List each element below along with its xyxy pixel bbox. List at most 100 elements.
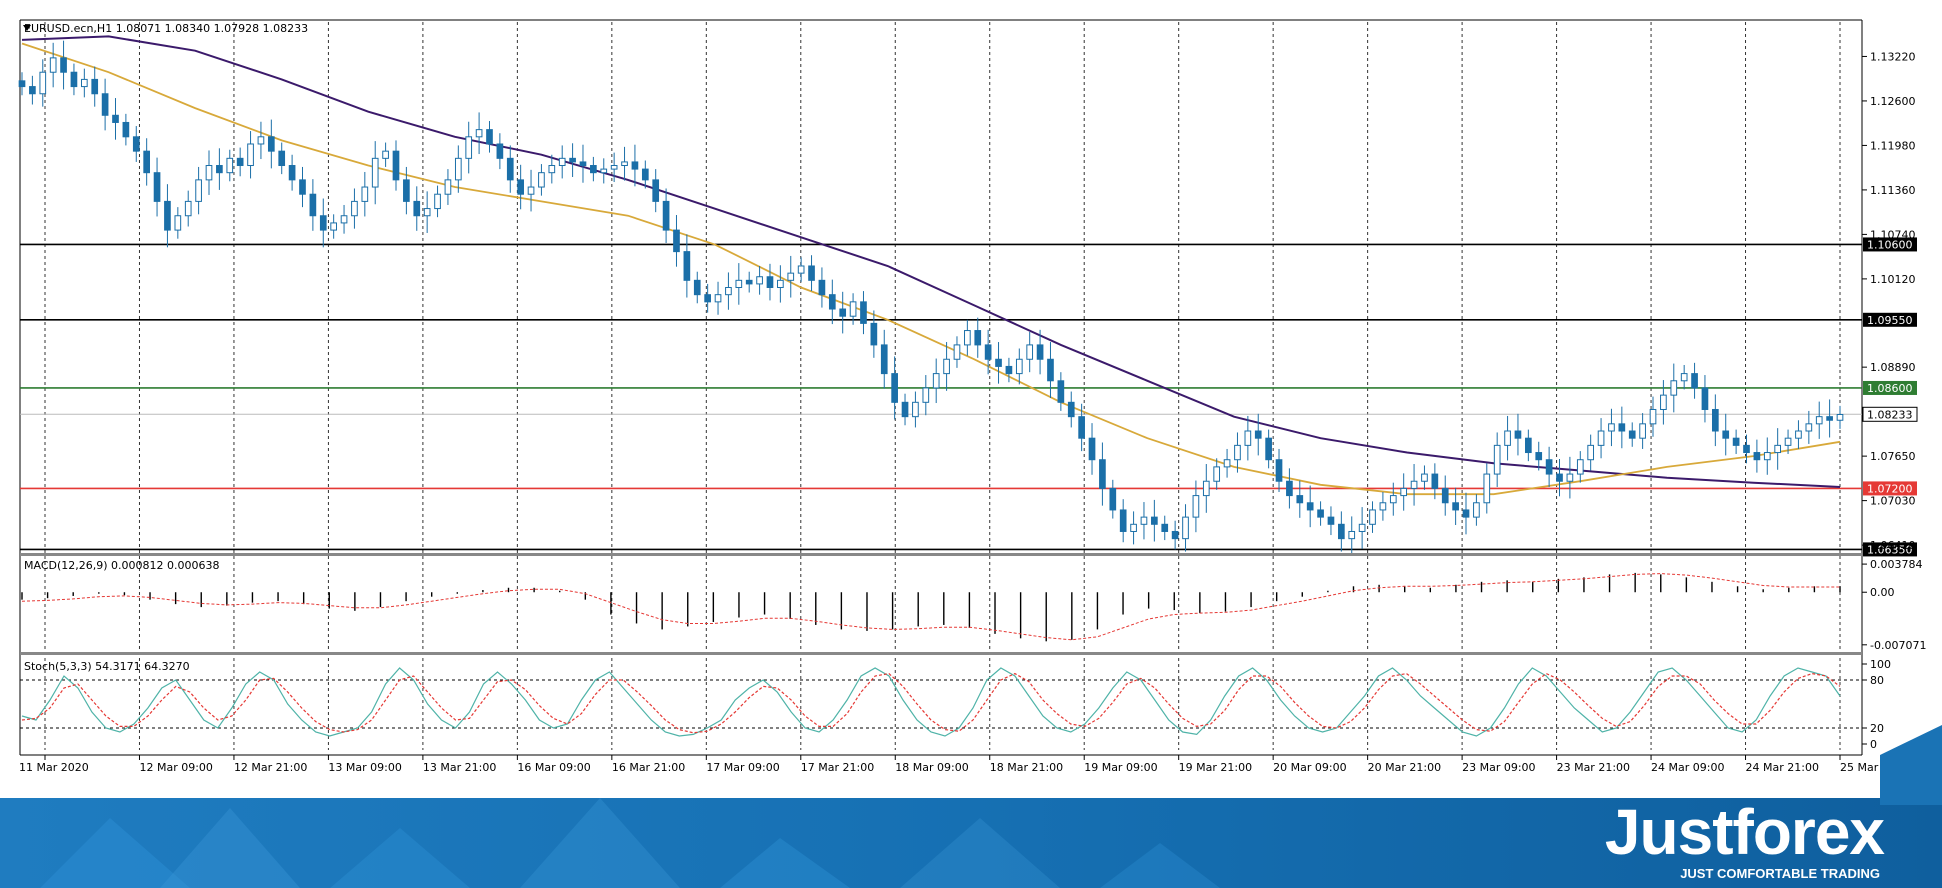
candle-up [1836,414,1844,421]
candle-up [330,222,337,231]
candle-down [517,179,524,195]
justforex-logo: Justforex [1604,796,1885,868]
candle-up [1182,516,1189,540]
x-tick-label: 20 Mar 21:00 [1368,761,1441,774]
collapse-triangle-icon[interactable] [23,25,31,31]
candle-up [1213,466,1221,482]
candle-down [1441,487,1449,504]
macd-y-tick-label: -0.007071 [1870,639,1926,652]
candle-up [600,168,608,174]
y-tick-label: 1.06410 [1870,539,1916,552]
candle-up [735,279,743,288]
candle-down [70,71,78,88]
price-pane[interactable]: 1.10600 1.09550 1.08600 1.07200 1.06350 1.082… [18,19,1918,756]
candle-up [382,150,389,159]
candle-down [766,276,774,288]
brand-banner [0,798,1942,888]
candle-down [860,301,867,324]
candle-down [1047,358,1054,382]
candle-down [267,136,275,152]
candle-down [1119,509,1127,532]
candle-down [1628,430,1636,439]
candle-up [1483,473,1491,504]
candle-down [1161,523,1169,532]
x-tick-label: 23 Mar 21:00 [1557,761,1630,774]
candle-down [91,78,99,95]
candle-down [1109,487,1117,511]
banner-background [0,798,1942,888]
candle-down [143,150,151,174]
candle-down [839,308,847,317]
candle-up [1639,423,1646,439]
brand-tagline: JUST COMFORTABLE TRADING [1680,866,1880,881]
pane-separator[interactable] [20,652,1862,655]
x-tick-label: 17 Mar 21:00 [801,761,874,774]
level-tag [1863,312,1917,327]
candle-down [579,161,587,167]
candle-down [1265,437,1272,461]
candle-down [1151,516,1158,525]
candle-down [1306,502,1314,511]
candle-down [984,344,992,360]
candle-down [1327,516,1335,525]
candle-up [714,294,722,303]
level-tag-label: 1.08600 [1867,382,1913,395]
candle-up [1358,523,1366,532]
candle-down [1732,437,1740,446]
candle-up [174,215,182,231]
candle-down [1275,459,1283,482]
candle-down [1545,459,1553,475]
candle-down [1254,430,1262,439]
candle-down [164,200,171,231]
y-tick-label: 1.11360 [1870,184,1916,197]
candle-up [434,193,441,210]
level-tag [1863,237,1917,252]
stoch-y-tick-label: 20 [1870,722,1884,735]
candle-up [558,157,566,167]
level-tag-label: 1.07200 [1867,482,1913,495]
candle-down [891,373,898,403]
candle-down [1691,373,1698,389]
candle-down [1535,452,1543,461]
candle-up [1566,473,1574,482]
candle-down [818,279,826,296]
candle-up [247,143,254,167]
candle-down [880,344,888,375]
candle-up [1015,358,1023,375]
candle-down [101,93,109,116]
candle-up [340,215,348,224]
horizontal-levels[interactable]: 1.10600 1.09550 1.08600 1.07200 1.06350 1.082… [20,237,1918,557]
y-tick-label: 1.07650 [1870,450,1916,463]
candle-down [122,121,130,138]
stoch-signal-line [21,672,1841,734]
candle-up [1348,530,1356,540]
x-tick-label: 16 Mar 21:00 [612,761,685,774]
x-tick-label: 19 Mar 09:00 [1084,761,1157,774]
stoch-main-line [21,667,1841,737]
candle-up [1680,373,1688,382]
candle-up [465,136,473,159]
candle-down [60,57,67,73]
x-tick-label: 11 Mar 2020 [19,761,89,774]
candle-up [1795,430,1802,439]
stoch-pane[interactable]: 100 80 20 0 Stoch(5,3,3) 54.3171 64.3270 [20,656,1891,751]
candle-down [392,150,400,181]
candle-up [257,136,265,145]
candle-down [1088,437,1096,461]
candle-up [610,165,618,170]
candle-down [1722,430,1730,439]
candle-down [1005,365,1013,375]
candle-up [39,71,47,95]
candle-up [351,200,358,217]
candle-down [288,165,296,181]
candle-up [1763,452,1771,461]
candle-down [1099,459,1106,489]
pane-separator[interactable] [20,553,1862,556]
candle-down [496,143,504,159]
candle-up [932,373,940,389]
ma-fast-line [21,42,1841,496]
candle-up [1815,416,1823,425]
macd-pane[interactable]: 0.003784 0.00 -0.007071 MACD(12,26,9) 0.00… [21,557,1926,652]
candle-down [745,279,753,285]
candle-up [1660,394,1667,410]
